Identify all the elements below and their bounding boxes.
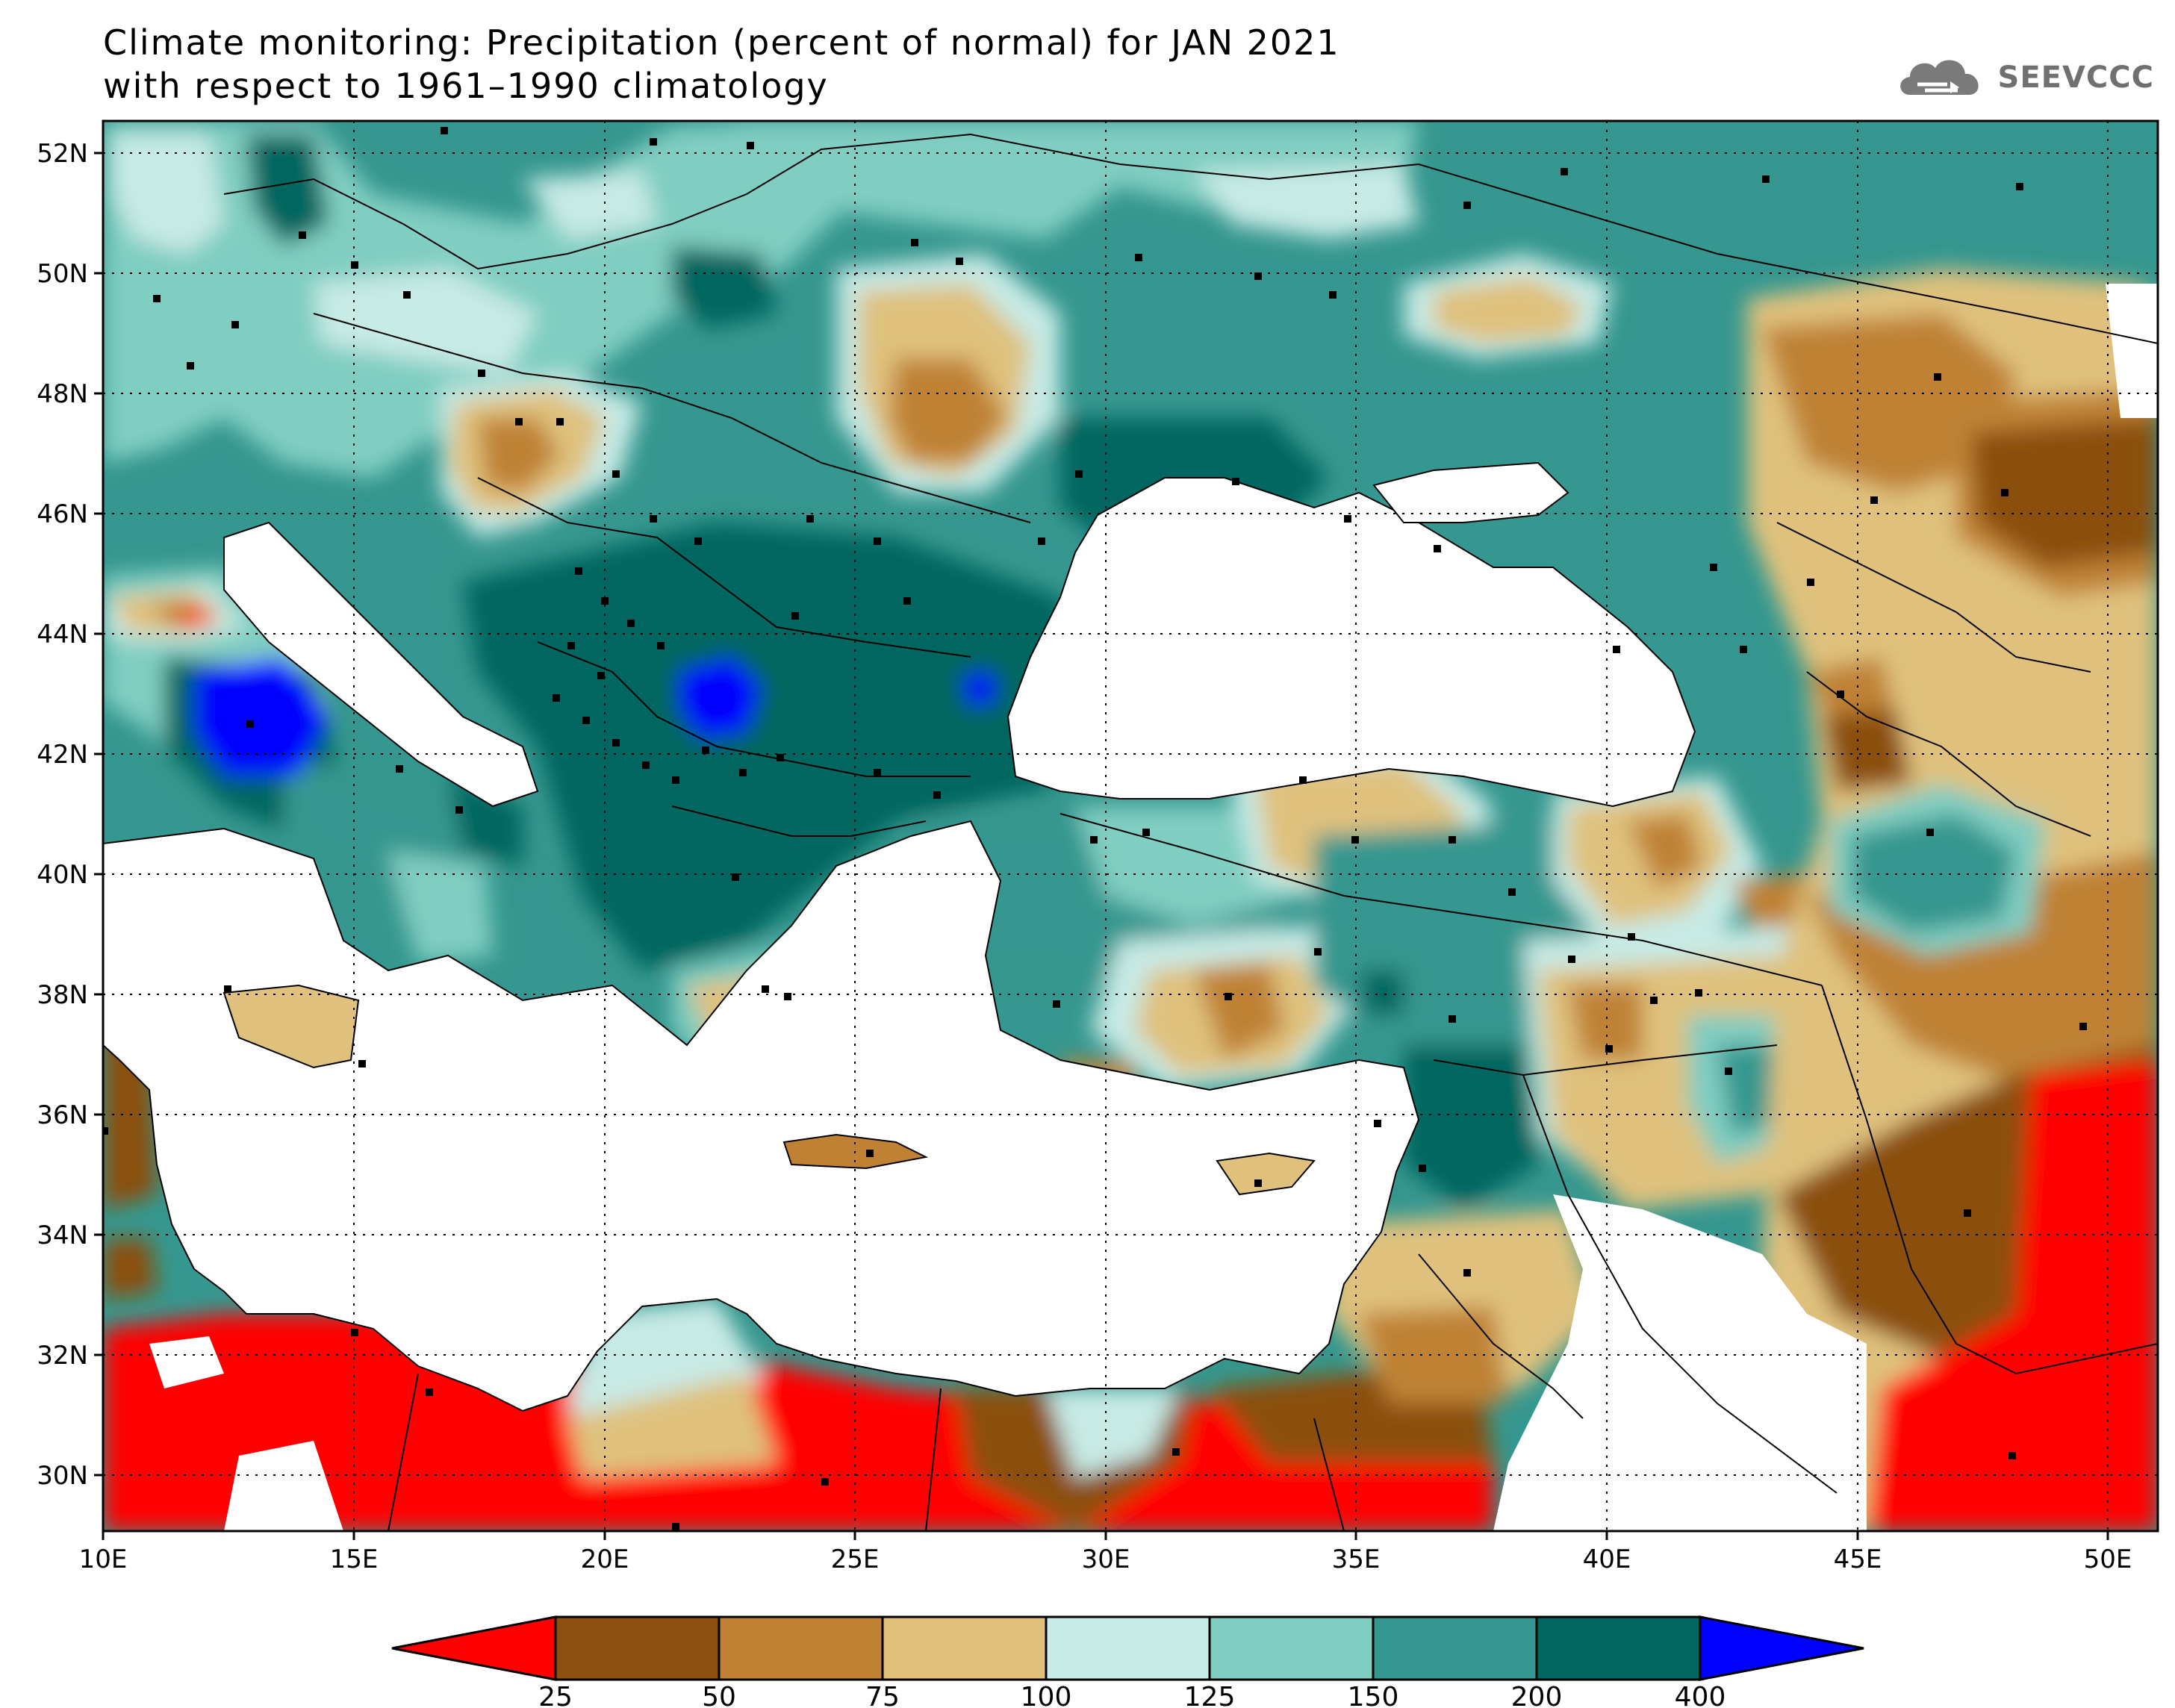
chart-title: Climate monitoring: Precipitation (perce… [103, 22, 1340, 63]
colorbar-label: 200 [1511, 1682, 1563, 1708]
x-axis-labels: 10E 15E 20E 25E 30E 35E 40E 45E 50E [79, 1545, 2132, 1574]
x-tick-label: 15E [330, 1545, 379, 1574]
x-tick-label: 35E [1332, 1545, 1381, 1574]
x-tick-label: 25E [831, 1545, 880, 1574]
sea-mask [103, 461, 1696, 1412]
colorbar-swatch [1045, 1615, 1211, 1681]
colorbar-swatch [718, 1615, 884, 1681]
colorbar-swatch [1208, 1615, 1375, 1681]
y-tick-label: 40N [37, 860, 88, 890]
colorbar-swatch [881, 1615, 1048, 1681]
y-tick-label: 44N [37, 620, 88, 649]
precipitation-field [103, 121, 2158, 1531]
colorbar-swatch [1372, 1615, 1538, 1681]
colorbar-label: 100 [1021, 1682, 1072, 1708]
colorbar-label: 400 [1675, 1682, 1726, 1708]
colorbar-swatch [391, 1615, 557, 1681]
y-axis-labels: 52N 50N 48N 46N 44N 42N 40N 38N 36N 34N … [37, 139, 88, 1491]
y-tick-label: 52N [37, 139, 88, 169]
y-tick-label: 42N [37, 740, 88, 770]
colorbar-swatch [1535, 1615, 1702, 1681]
station-markers [103, 127, 2087, 1530]
x-tick-label: 50E [2084, 1545, 2132, 1574]
colorbar-label: 25 [538, 1682, 573, 1708]
y-tick-label: 38N [37, 980, 88, 1010]
colorbar-label: 50 [702, 1682, 736, 1708]
x-tick-label: 10E [79, 1545, 128, 1574]
x-tick-label: 30E [1082, 1545, 1130, 1574]
colorbar-swatch [1699, 1615, 1864, 1681]
x-tick-label: 20E [581, 1545, 629, 1574]
colorbar-label: 75 [865, 1682, 900, 1708]
seevccc-logo: SEEVCCC [1895, 48, 2154, 107]
country-borders [223, 133, 2158, 1531]
y-tick-label: 50N [37, 259, 88, 289]
chart-subtitle: with respect to 1961–1990 climatology [103, 66, 829, 106]
colorbar-swatch [554, 1615, 721, 1681]
colorbar-labels: 25 50 75 100 125 150 200 400 [538, 1682, 1726, 1708]
cloud-icon [1899, 60, 1979, 95]
y-tick-label: 46N [37, 499, 88, 529]
colorbar-label: 125 [1184, 1682, 1236, 1708]
y-tick-label: 30N [37, 1461, 88, 1491]
y-tick-label: 36N [37, 1100, 88, 1130]
logo-text: SEEVCCC [1997, 60, 2154, 95]
map-frame [102, 119, 2159, 1533]
x-tick-label: 45E [1834, 1545, 1882, 1574]
y-tick-label: 34N [37, 1221, 88, 1250]
y-tick-label: 32N [37, 1341, 88, 1371]
x-tick-label: 40E [1583, 1545, 1631, 1574]
y-tick-label: 48N [37, 379, 88, 409]
colorbar-label: 150 [1348, 1682, 1399, 1708]
axis-ticks [94, 152, 2109, 1540]
gridlines [103, 121, 2158, 1531]
colorbar [391, 1615, 1864, 1681]
